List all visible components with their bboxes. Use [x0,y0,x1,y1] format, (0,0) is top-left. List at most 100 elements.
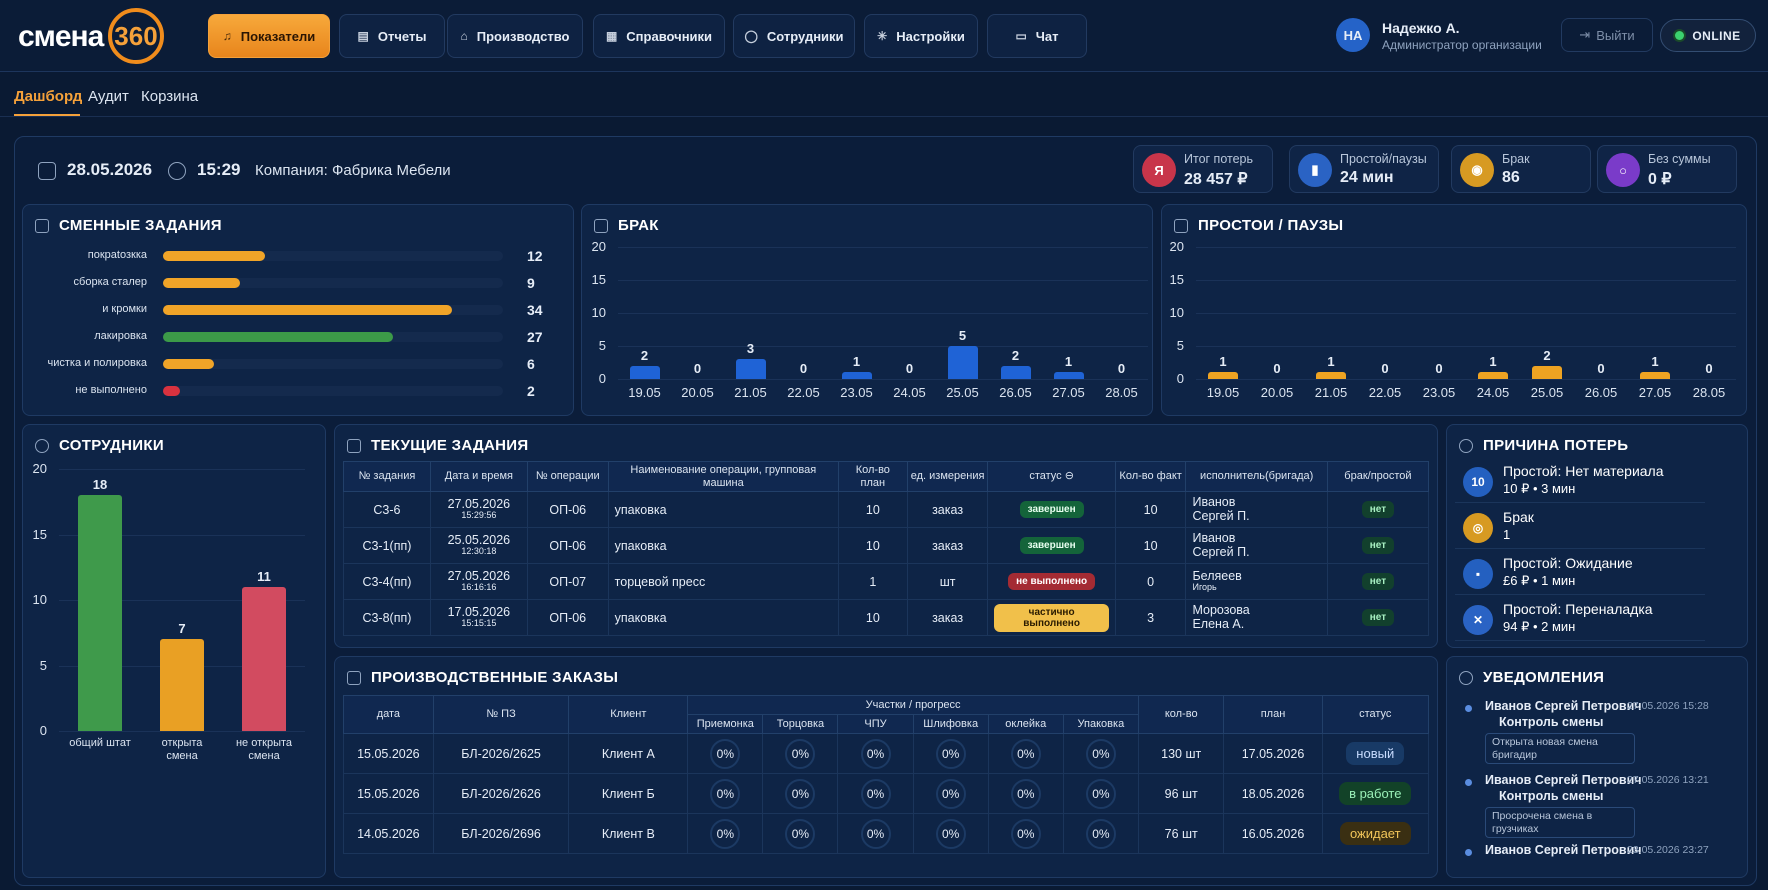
nav-bell-button[interactable]: ♫ Показатели [208,14,330,58]
task-exec: Беляеев Игорь [1185,563,1328,600]
col-section: ЧПУ [837,714,914,734]
bar-value-label: 2 [1543,347,1551,363]
kpi-icon: ◉ [1460,153,1494,187]
nav-factory-button[interactable]: ⌂ Производство [447,14,583,58]
col-header: Кол-во факт [1114,461,1187,492]
loss-reason-item[interactable]: 10 Простой: Нет материала 10 ₽ • 3 мин [1455,463,1705,503]
task-name: торцевой пресс [607,563,839,600]
kpi-card[interactable]: ▮ Простой/паузы 24 мин [1289,145,1439,193]
defect-badge: нет [1361,537,1395,554]
col-qty: кол-во [1137,695,1225,734]
nav-label: Настройки [896,28,965,44]
progress-cell: 0% [912,773,989,814]
table-row[interactable]: С3-4(пп) 27.05.2026 16:16:16 ОП-07 торцевой … [343,563,1430,600]
kpi-label: Без суммы [1648,152,1711,166]
loss-reason-item[interactable]: ✕ Простой: Переналадка 94 ₽ • 2 мин [1455,601,1705,641]
x-tick-label: 27.05 [1638,385,1672,400]
exec-name2: Елена А. [1192,616,1245,631]
table-row[interactable]: С3-6 27.05.2026 15:29:56 ОП-06 упаковка 10 зак… [343,491,1430,528]
order-qty: 96 шт [1137,773,1225,814]
hbar-value: 6 [527,356,535,372]
x-tick-label: общий штат [69,737,131,749]
loss-reason-item[interactable]: ◎ Брак 1 [1455,509,1705,549]
tab-trash[interactable]: Корзина [141,88,199,105]
hbar-value: 2 [527,383,535,399]
table-row[interactable]: 15.05.2026 БЛ-2026/2625 Клиент А 0% 0% 0% 0% 0%… [343,733,1430,774]
hbar-label: сборка сталер [73,276,147,288]
tab-dashboard[interactable]: Дашборд [14,88,83,105]
x-tick-label: 27.05 [1052,385,1085,400]
col-section: Приемонка [687,714,764,734]
task-plan: 1 [837,563,908,600]
table-header-row: № задания Дата и время № операции Наименова… [343,461,1430,492]
order-client: Клиент В [568,813,689,854]
loss-reason-title: Простой: Ожидание [1503,555,1633,571]
hbar-fill [163,332,393,342]
loss-reason-item[interactable]: ▪ Простой: Ожидание £6 ₽ • 1 мин [1455,555,1705,595]
bar-value-label: 2 [1011,347,1020,363]
table-row[interactable]: С3-1(пп) 25.05.2026 12:30:18 ОП-06 упаковка 1… [343,527,1430,564]
order-date: 14.05.2026 [343,813,434,854]
tab-audit[interactable]: Аудит [88,88,129,105]
nav-grid-button[interactable]: ▦ Справочники [593,14,725,58]
task-id: С3-8(пп) [343,599,431,636]
chat-icon: ▭ [1015,29,1027,43]
x-tick-label: 23.05 [840,385,873,400]
order-status-cell: новый [1321,733,1430,774]
task-time: 16:16:16 [461,582,497,593]
kpi-card[interactable]: Я Итог потерь 28 457 ₽ [1133,145,1273,193]
hbar-value: 12 [527,248,543,264]
notification-item[interactable]: Иванов Сергей Петрович 23.05.2026 23:27 [1455,843,1709,877]
loss-title: ПРИЧИНА ПОТЕРЬ [1459,437,1628,454]
hbar-track [163,386,503,396]
bar-value-label: 1 [1651,354,1659,370]
bar-value-label: 0 [693,361,702,376]
progress-cell: 0% [987,733,1064,774]
col-section: оклейка [987,714,1064,734]
avatar[interactable]: НА [1336,18,1370,52]
table-row[interactable]: С3-8(пп) 17.05.2026 15:15:15 ОП-06 упаковка 1… [343,599,1430,636]
notification-item[interactable]: Иванов Сергей Петрович 27.05.2026 13:21 Ко… [1455,773,1709,843]
nav-label: Показатели [240,28,316,44]
app-logo[interactable]: смена 360 [18,4,178,68]
exec-name: Иванов [1192,495,1236,510]
col-num: № ПЗ [432,695,570,734]
progress-ring: 0% [860,818,891,849]
staff-title-text: СОТРУДНИКИ [59,437,164,454]
table-row[interactable]: 14.05.2026 БЛ-2026/2696 Клиент В 0% 0% 0% 0% 0%… [343,813,1430,854]
gridline [59,731,305,732]
order-status-badge: в работе [1339,782,1412,805]
notification-author: Иванов Сергей Петрович [1485,699,1642,713]
y-tick-label: 20 [591,239,606,254]
kpi-card[interactable]: ◉ Брак 86 [1451,145,1591,193]
status-badge: частично выполнено [994,603,1109,632]
order-date: 15.05.2026 [343,733,434,774]
notification-item[interactable]: Иванов Сергей Петрович 27.05.2026 15:28 Ко… [1455,699,1709,769]
gridline [1196,346,1736,347]
progress-cell: 0% [687,773,764,814]
task-op: ОП-07 [526,563,609,600]
progress-ring: 0% [785,818,816,849]
logout-button[interactable]: ⇥ Выйти [1561,18,1653,52]
bar-value-label: 7 [178,621,186,637]
nav-gear-button[interactable]: ✳ Настройки [864,14,978,58]
nav-chat-button[interactable]: ▭ Чат [987,14,1087,58]
table-row[interactable]: 15.05.2026 БЛ-2026/2626 Клиент Б 0% 0% 0% 0% 0%… [343,773,1430,814]
hbar-fill [163,386,180,396]
progress-ring: 0% [935,818,966,849]
progress-ring: 0% [935,778,966,809]
loss-reasons-panel: ПРИЧИНА ПОТЕРЬ 10 Простой: Нет материала 1… [1446,424,1748,648]
hbar-track [163,359,503,369]
bar-value-label: 1 [1327,354,1335,370]
bar [947,346,978,379]
task-status-cell: частично выполнено [987,599,1116,636]
task-datetime: 27.05.2026 15:29:56 [429,491,528,528]
nav-label: Производство [476,28,570,44]
x-tick-label: 28.05 [1105,385,1138,400]
x-tick-label: 20.05 [1260,385,1294,400]
task-op: ОП-06 [526,491,609,528]
task-status-cell: завершен [987,527,1116,564]
nav-user-button[interactable]: ◯ Сотрудники [733,14,855,58]
nav-document-button[interactable]: ▤ Отчеты [339,14,445,58]
kpi-card[interactable]: ○ Без суммы 0 ₽ [1597,145,1737,193]
